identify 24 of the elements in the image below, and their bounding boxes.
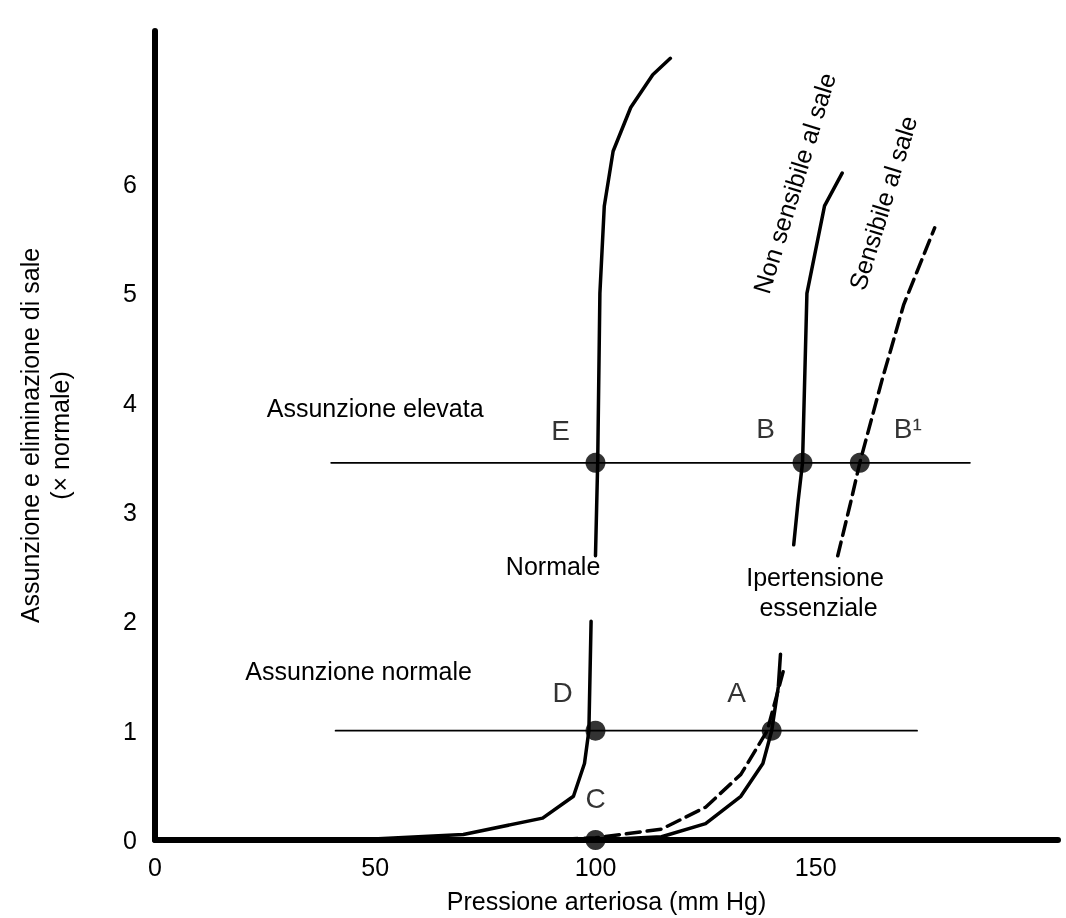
y-tick-label: 2 [123,607,137,636]
series-label: Normale [505,552,601,581]
x-tick-label: 100 [574,852,617,881]
data-label: C [585,782,606,814]
x-tick-label: 0 [148,852,162,881]
series-label: Assunzione elevata [266,393,484,422]
y-tick-label: 1 [123,716,137,745]
y-tick-label: 3 [123,498,137,527]
text: Non sensibile al sale [747,69,841,297]
x-axis-title: Pressione arteriosa (mm Hg) [446,886,767,915]
data-label: B [756,413,775,445]
data-label: B¹ [893,413,922,445]
annotation: Ipertensione essenziale [746,563,891,622]
data-label: E [551,415,570,447]
data-label: D [552,677,573,709]
x-tick-label: 150 [794,852,837,881]
y-axis-title: Assunzione e eliminazione di sale (× normale) [16,247,74,624]
y-tick-label: 4 [123,388,138,417]
x-tick-label: 50 [361,852,390,881]
data-label: A [727,677,747,709]
y-tick-label: 5 [123,279,137,308]
y-tick-label: 6 [123,170,137,199]
series-label: Assunzione normale [245,656,472,685]
y-tick-label: 0 [123,826,137,854]
